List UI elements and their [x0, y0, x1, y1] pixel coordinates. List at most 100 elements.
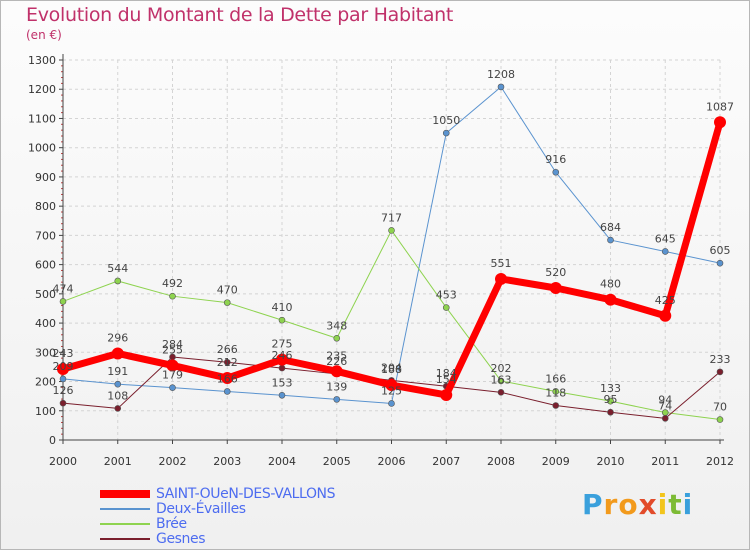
data-label: 284 — [162, 338, 183, 351]
data-label: 1208 — [487, 68, 515, 81]
data-label: 153 — [272, 376, 293, 389]
data-point — [607, 236, 614, 244]
data-label: 235 — [326, 349, 347, 362]
data-label: 474 — [53, 282, 74, 295]
data-label: 296 — [107, 331, 128, 344]
data-label: 348 — [326, 319, 347, 332]
data-label: 916 — [545, 153, 566, 166]
data-point — [552, 388, 560, 395]
legend-swatch — [100, 507, 150, 510]
data-point — [716, 259, 724, 267]
x-tick-label: 2003 — [213, 455, 241, 468]
data-point — [223, 299, 231, 306]
data-label: 179 — [162, 369, 183, 382]
y-tick-label: 1300 — [28, 54, 56, 67]
data-label: 166 — [217, 372, 238, 385]
data-point — [716, 416, 724, 423]
data-label: 410 — [272, 301, 293, 314]
logo-letter: t — [668, 488, 683, 521]
data-point — [659, 309, 672, 322]
legend-label: SAINT-OUeN-DES-VALLONS — [156, 485, 336, 502]
y-tick-label: 700 — [35, 229, 56, 242]
data-label: 204 — [381, 361, 402, 374]
data-point — [440, 388, 453, 401]
data-point — [114, 277, 122, 285]
data-label: 453 — [436, 289, 457, 302]
y-tick-label: 100 — [35, 405, 56, 418]
x-tick-label: 2000 — [49, 455, 77, 468]
data-point — [716, 368, 724, 376]
data-point — [549, 282, 562, 294]
data-label: 645 — [655, 232, 676, 245]
x-tick-label: 2004 — [268, 455, 296, 468]
data-label: 154 — [436, 373, 457, 386]
data-label: 255 — [162, 343, 183, 356]
data-label: 246 — [272, 349, 293, 362]
legend-label: Brée — [156, 515, 187, 532]
data-point — [169, 384, 176, 391]
data-label: 492 — [162, 277, 183, 290]
data-point — [59, 298, 67, 305]
data-label: 188 — [381, 363, 402, 376]
data-label: 133 — [600, 382, 621, 395]
logo-letter: r — [603, 488, 619, 521]
data-label: 202 — [491, 362, 512, 375]
data-label: 94 — [658, 394, 672, 407]
data-label: 70 — [713, 401, 727, 414]
data-point — [59, 399, 67, 407]
x-tick-label: 2010 — [597, 455, 625, 468]
logo-letter: o — [618, 488, 639, 521]
data-label: 139 — [326, 380, 347, 393]
data-label: 209 — [53, 360, 74, 373]
data-point — [497, 83, 505, 91]
data-point — [111, 347, 124, 360]
data-label: 425 — [655, 294, 676, 307]
data-point — [223, 388, 231, 395]
proxiti-logo: Proxiti — [582, 488, 693, 521]
data-point — [661, 248, 669, 255]
data-label: 125 — [381, 384, 402, 397]
x-tick-label: 2012 — [706, 455, 734, 468]
data-point — [57, 362, 69, 375]
data-point — [388, 400, 395, 407]
y-tick-label: 300 — [35, 346, 56, 359]
x-tick-label: 2011 — [651, 455, 679, 468]
data-point — [714, 116, 726, 129]
y-tick-label: 900 — [35, 171, 56, 184]
data-point — [497, 377, 505, 385]
y-tick-label: 0 — [49, 434, 56, 447]
data-label: 520 — [545, 266, 566, 279]
y-tick-label: 1100 — [28, 112, 56, 125]
data-point — [385, 379, 398, 392]
x-tick-label: 2009 — [542, 455, 570, 468]
data-point — [169, 292, 176, 300]
data-point — [276, 353, 288, 366]
data-label: 470 — [217, 284, 238, 297]
data-label: 544 — [107, 262, 128, 275]
data-point — [497, 389, 505, 396]
y-tick-label: 600 — [35, 259, 56, 272]
data-label: 226 — [326, 355, 347, 368]
y-tick-label: 400 — [35, 317, 56, 330]
data-point — [552, 168, 560, 176]
data-label: 605 — [710, 244, 731, 257]
data-point — [552, 402, 560, 409]
logo-letter: P — [582, 488, 604, 521]
logo-letter: i — [657, 488, 669, 521]
data-label: 684 — [600, 221, 621, 234]
y-tick-label: 500 — [35, 288, 56, 301]
data-label: 212 — [217, 356, 238, 369]
data-label: 275 — [272, 338, 293, 351]
data-point — [442, 129, 450, 137]
x-tick-label: 2006 — [378, 455, 406, 468]
data-label: 163 — [491, 373, 512, 386]
data-point — [330, 365, 343, 378]
data-labels: 209 191 179 166 153 139 125 1050 1208 916 684 645 60… — [53, 68, 735, 414]
data-label: 480 — [600, 278, 621, 291]
data-point — [59, 375, 67, 383]
axes: 0 100 200 300 400 500 600 700 800 900 1000 1100 1200… — [28, 54, 734, 468]
data-point — [278, 316, 286, 324]
legend-item: Gesnes — [100, 531, 335, 547]
